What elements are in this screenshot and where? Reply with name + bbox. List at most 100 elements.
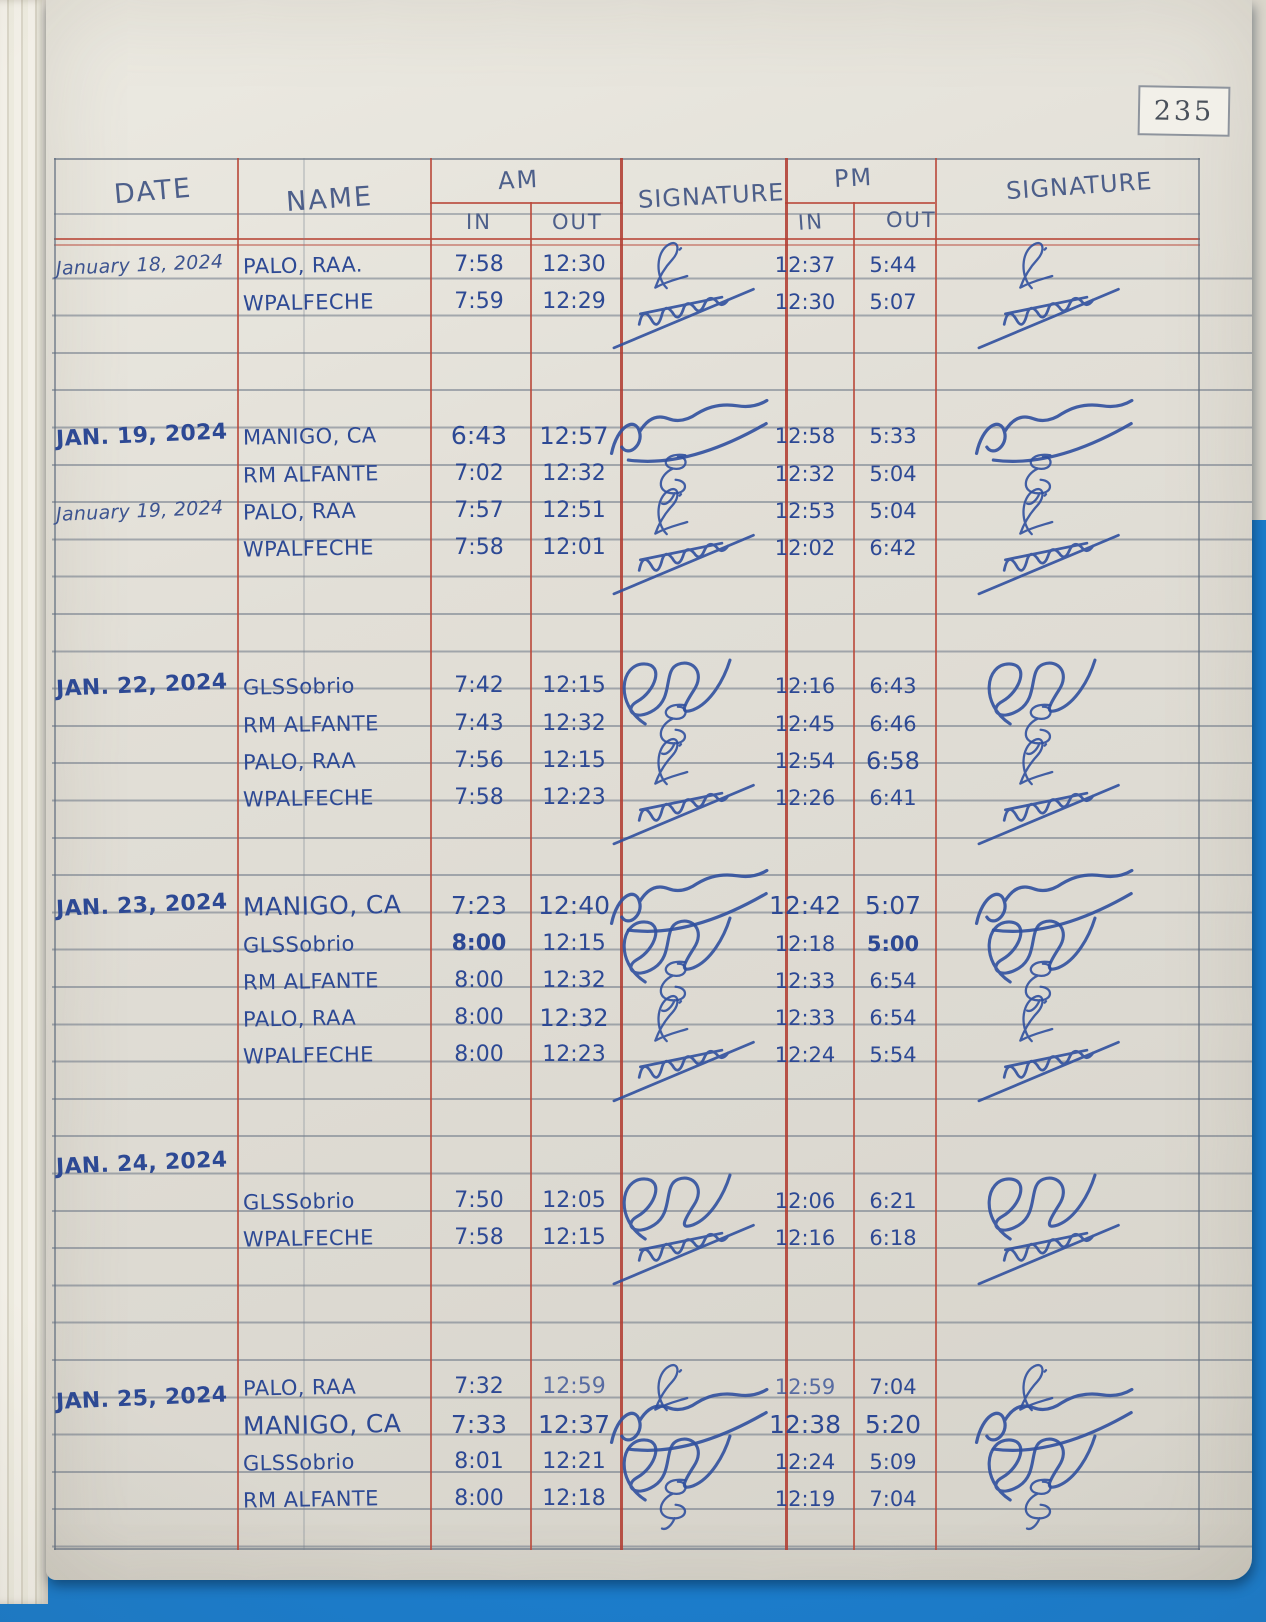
alfante-signature-scribble (1022, 1478, 1055, 1531)
am-out-cell: 12:32 (542, 710, 606, 736)
pm-in-cell: 12:37 (774, 252, 836, 277)
pm-out-cell: 7:04 (869, 1487, 917, 1512)
name-cell: PALO, RAA (242, 748, 357, 775)
am-out-cell: 12:32 (542, 460, 606, 486)
am-in-cell: 8:00 (451, 930, 507, 956)
header-signature-pm: SIGNATURE (1005, 166, 1154, 206)
am-out-cell: 12:57 (539, 422, 609, 451)
signature-pm-cell (936, 1036, 1160, 1103)
table-row: GLSSobrio 7:50 12:05 12:06 6:21 (0, 1168, 1266, 1243)
header-am-out: OUT (552, 210, 603, 234)
pm-out-cell: 6:58 (866, 746, 920, 775)
page-number: 235 (1137, 85, 1231, 137)
am-in-cell: 8:00 (454, 1005, 504, 1031)
table-row: RM ALFANTE 7:43 12:32 12:45 6:46 (0, 702, 1266, 755)
pm-out-cell: 5:54 (869, 1043, 917, 1068)
pm-out-cell: 6:43 (869, 674, 917, 699)
am-out-cell: 12:15 (542, 747, 606, 773)
am-out-cell: 12:15 (542, 930, 606, 956)
am-in-cell: 7:59 (454, 289, 504, 315)
signature-pm-cell (936, 1219, 1160, 1286)
table-row: JAN. 25, 2024 PALO, RAA 7:32 12:59 12:59… (0, 1363, 1266, 1415)
signature-am-cell (602, 283, 764, 350)
pm-out-cell: 6:42 (869, 536, 917, 561)
am-out-cell: 12:23 (542, 1042, 606, 1068)
pm-out-cell: 5:04 (869, 461, 917, 486)
date-cell: JAN. 19, 2024 (55, 419, 228, 453)
pm-in-cell: 12:26 (774, 786, 836, 811)
name-cell: RM ALFANTE (242, 460, 379, 488)
signature-pm-cell (936, 283, 1160, 350)
pm-in-cell: 12:54 (774, 748, 836, 773)
date-cell: January 19, 2024 (55, 496, 224, 526)
am-in-cell: 7:43 (454, 710, 504, 736)
header-bottom-line-2 (54, 244, 1200, 246)
am-out-cell: 12:21 (542, 1449, 606, 1475)
pm-out-cell: 7:04 (869, 1375, 917, 1400)
col-line-am-in-out (530, 202, 532, 1550)
book-page-stack (0, 0, 48, 1604)
notebook-margin-line (303, 158, 305, 1550)
am-out-cell: 12:59 (542, 1374, 606, 1400)
table-row: January 19, 2024 PALO, RAA 7:57 12:51 12… (0, 487, 1266, 536)
pm-in-cell: 12:02 (774, 536, 836, 561)
pm-in-cell: 12:24 (774, 1450, 836, 1475)
header-name: NAME (285, 181, 375, 218)
am-in-cell: 7:42 (454, 673, 504, 699)
table-row: WPALFECHE 7:58 12:01 12:02 6:42 (0, 529, 1266, 596)
header-signature-am: SIGNATURE (637, 178, 786, 214)
am-in-cell: 7:58 (454, 785, 504, 811)
am-out-cell: 12:15 (542, 673, 606, 699)
signature-am-cell (602, 1036, 764, 1103)
col-line-am-sig (620, 158, 623, 1550)
name-cell: GLSSobrio (242, 1449, 355, 1476)
table-row: GLSSobrio 8:00 12:15 12:18 5:00 (0, 910, 1266, 985)
pm-out-cell: 5:20 (864, 1409, 922, 1439)
header-am: AM (497, 164, 540, 196)
am-in-cell: 7:58 (454, 535, 504, 561)
am-out-cell: 12:01 (542, 535, 606, 561)
header-rule-line (54, 213, 1200, 215)
date-cell: JAN. 24, 2024 (55, 1147, 228, 1180)
pm-out-cell: 6:54 (869, 968, 917, 993)
date-cell: JAN. 23, 2024 (55, 889, 228, 923)
header-pm-out: OUT (886, 208, 937, 232)
am-out-cell: 12:29 (542, 289, 606, 315)
table-row: RM ALFANTE 7:02 12:32 12:32 5:04 (0, 452, 1266, 505)
pm-out-cell: 6:46 (869, 711, 917, 736)
pm-in-cell: 12:30 (774, 290, 836, 315)
header-pm-in: IN (797, 209, 825, 235)
pm-out-cell: 5:33 (869, 424, 917, 449)
am-in-cell: 8:01 (454, 1449, 504, 1475)
pm-in-cell: 12:53 (774, 498, 836, 523)
pm-out-cell: 5:04 (869, 498, 917, 523)
name-cell: GLSSobrio (242, 673, 355, 700)
col-line-sig-pm (785, 158, 788, 1550)
ruled-lines (52, 242, 1252, 1548)
pm-in-cell: 12:06 (774, 1188, 836, 1213)
pm-out-cell: 5:09 (869, 1450, 917, 1475)
name-cell: PALO, RAA (242, 1375, 357, 1402)
name-cell: GLSSobrio (242, 1188, 355, 1215)
pm-in-cell: 12:18 (774, 931, 836, 956)
date-cell: January 18, 2024 (55, 250, 224, 280)
table-row: WPALFECHE 7:59 12:29 12:30 5:07 (0, 283, 1266, 350)
name-cell: WPALFECHE (242, 289, 375, 316)
pm-subheader-line (785, 202, 935, 204)
am-in-cell: 6:43 (450, 421, 508, 451)
am-in-cell: 7:58 (454, 251, 504, 277)
pm-out-cell: 6:54 (869, 1006, 917, 1031)
header-am-in: IN (466, 210, 492, 234)
am-out-cell: 12:32 (539, 1004, 609, 1033)
pm-in-cell: 12:16 (774, 1226, 836, 1251)
pm-in-cell: 12:33 (774, 968, 836, 993)
name-cell: MANIGO, CA (242, 423, 377, 450)
col-line-pm-in-out (853, 202, 855, 1550)
name-cell: RM ALFANTE (242, 968, 379, 995)
pm-in-cell: 12:16 (774, 674, 836, 699)
pm-in-cell: 12:19 (774, 1487, 836, 1512)
table-row: MANIGO, CA 7:33 12:37 12:38 5:20 (0, 1387, 1266, 1456)
logbook-page: 235 DATE NAME AM IN OUT SIGNATURE PM IN … (46, 0, 1252, 1580)
pm-out-cell: 5:44 (869, 252, 917, 277)
name-cell: WPALFECHE (242, 535, 375, 562)
